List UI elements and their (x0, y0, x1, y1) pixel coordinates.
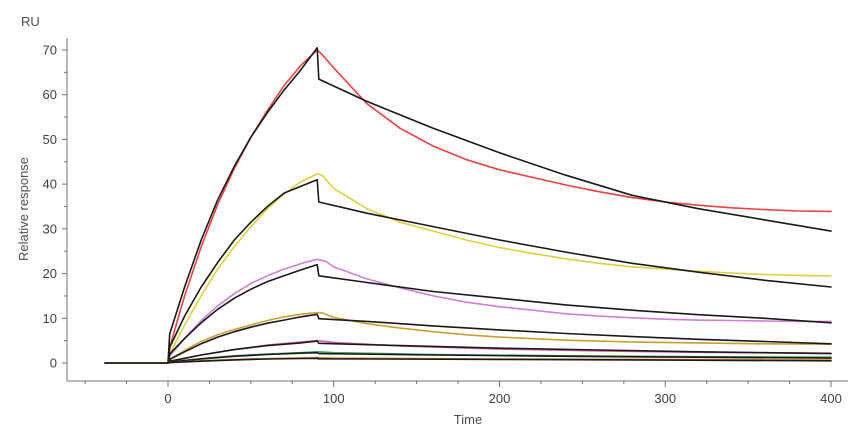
series-line-10 (104, 340, 832, 364)
series-line-14 (104, 357, 832, 364)
series-layer (104, 47, 832, 364)
y-axis-title: Relative response (16, 157, 31, 261)
series-line-4 (104, 178, 832, 364)
x-tick-label-300: 300 (654, 391, 676, 406)
series-line-6 (104, 263, 832, 364)
y-axis-unit: RU (21, 14, 40, 29)
y-tick-label-70: 70 (43, 43, 57, 58)
ticks-layer: 0 10 20 30 40 50 60 70 0 100 200 300 400 (43, 43, 842, 407)
series-line-2 (104, 47, 832, 364)
x-axis-title: Time (454, 412, 482, 427)
series-line-7 (104, 311, 832, 364)
y-tick-label-60: 60 (43, 87, 57, 102)
y-tick-label-40: 40 (43, 177, 57, 192)
y-tick-label-0: 0 (50, 356, 57, 371)
series-line-5 (104, 258, 832, 364)
y-tick-label-50: 50 (43, 132, 57, 147)
x-tick-label-100: 100 (323, 391, 345, 406)
y-tick-label-10: 10 (43, 311, 57, 326)
series-line-1 (104, 49, 832, 364)
x-tick-label-0: 0 (164, 391, 171, 406)
x-tick-label-400: 400 (820, 391, 842, 406)
series-line-8 (104, 313, 832, 364)
y-tick-label-30: 30 (43, 221, 57, 236)
x-tick-label-200: 200 (489, 391, 511, 406)
axes-layer (66, 38, 848, 382)
y-tick-label-20: 20 (43, 266, 57, 281)
